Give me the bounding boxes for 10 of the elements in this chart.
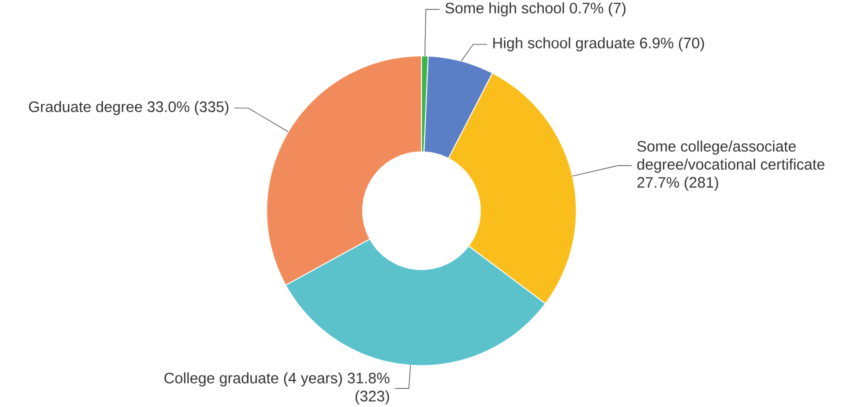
data-label: 31.8% (323)	[348, 372, 390, 405]
data-label: 27.7% (281)	[637, 176, 718, 191]
slice-label: Some high school	[445, 2, 564, 17]
slice-label: College graduate (4 years)	[164, 372, 342, 387]
slice-label: Some college/associate degree/vocational certificate	[637, 140, 824, 173]
slice-label: Graduate degree	[29, 101, 142, 116]
data-label: 33.0% (335)	[147, 101, 228, 116]
data-label: 0.7% (7)	[570, 2, 626, 17]
data-label: 6.9% (70)	[640, 37, 704, 52]
slice-label: High school graduate	[493, 37, 634, 52]
